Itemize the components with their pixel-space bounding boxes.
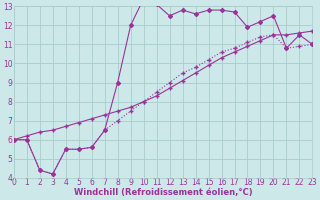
X-axis label: Windchill (Refroidissement éolien,°C): Windchill (Refroidissement éolien,°C) (74, 188, 252, 197)
